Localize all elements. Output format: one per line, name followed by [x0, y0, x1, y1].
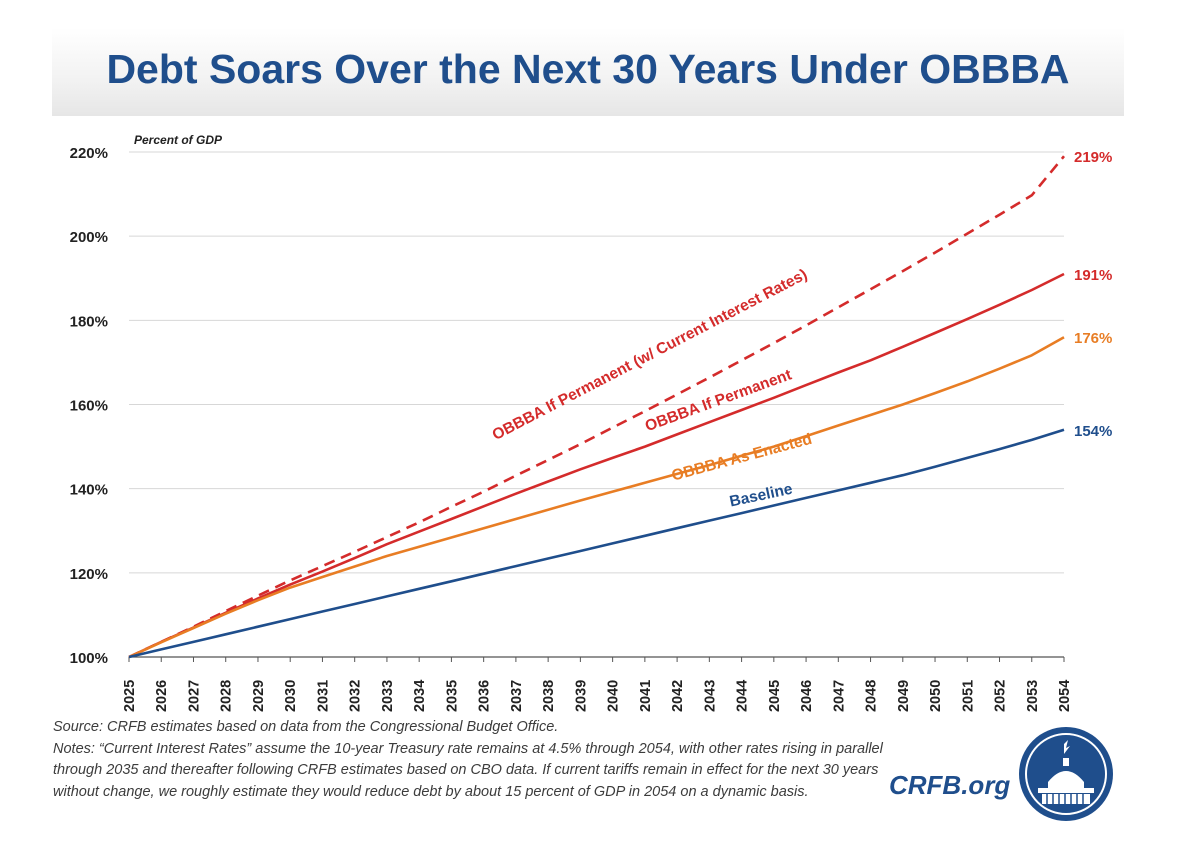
x-tick-label: 2047	[831, 680, 847, 712]
x-tick-label: 2042	[670, 680, 686, 712]
x-tick-label: 2051	[960, 680, 976, 712]
x-tick-label: 2026	[154, 680, 170, 712]
x-tick-label: 2052	[993, 680, 1009, 712]
x-tick-label: 2048	[864, 680, 880, 712]
x-tick-label: 2040	[606, 680, 622, 712]
x-tick-label: 2033	[380, 680, 396, 712]
x-tick-label: 2054	[1057, 680, 1073, 712]
x-tick-label: 2043	[702, 680, 718, 712]
title-band: Debt Soars Over the Next 30 Years Under …	[52, 28, 1124, 116]
crfb-brand-link[interactable]: CRFB.org	[889, 770, 1011, 800]
y-tick-label: 120%	[70, 566, 108, 583]
x-tick-label: 2028	[219, 680, 235, 712]
x-tick-label: 2036	[477, 680, 493, 712]
x-tick-label: 2034	[412, 680, 428, 712]
x-tick-label: 2035	[444, 680, 460, 712]
series-name-label: Baseline	[728, 481, 794, 511]
chart-title: Debt Soars Over the Next 30 Years Under …	[106, 46, 1070, 92]
x-tick-label: 2038	[541, 680, 557, 712]
y-tick-label: 200%	[70, 229, 108, 246]
y-tick-label: 100%	[70, 650, 108, 667]
x-tick-label: 2041	[638, 680, 654, 712]
x-tick-label: 2045	[767, 680, 783, 712]
y-tick-label: 180%	[70, 313, 108, 330]
series-line-2	[128, 336, 1065, 659]
x-tick-label: 2049	[896, 680, 912, 712]
y-tick-label: 160%	[70, 398, 108, 415]
end-value-label: 176%	[1074, 330, 1112, 347]
x-tick-label: 2046	[799, 680, 815, 712]
x-tick-label: 2032	[348, 680, 364, 712]
x-tick-label: 2030	[283, 680, 299, 712]
methodology-note: Notes: “Current Interest Rates” assume t…	[53, 740, 883, 800]
y-tick-label: 140%	[70, 482, 108, 499]
chart-notes: Source: CRFB estimates based on data fro…	[53, 717, 883, 803]
x-tick-label: 2039	[573, 680, 589, 712]
x-tick-label: 2029	[251, 680, 267, 712]
x-tick-label: 2027	[186, 680, 202, 712]
x-tick-label: 2025	[122, 680, 138, 712]
capitol-seal-icon	[1016, 724, 1116, 824]
y-tick-label: 220%	[70, 145, 108, 162]
x-tick-label: 2053	[1025, 680, 1041, 712]
series-line-1	[128, 272, 1065, 659]
end-value-label: 219%	[1074, 149, 1112, 166]
source-note: Source: CRFB estimates based on data fro…	[53, 719, 559, 735]
x-tick-label: 2044	[735, 680, 751, 712]
series-line-3	[128, 428, 1065, 659]
x-tick-label: 2050	[928, 680, 944, 712]
x-tick-label: 2031	[315, 680, 331, 712]
x-tick-label: 2037	[509, 680, 525, 712]
series-line-0	[128, 155, 1066, 659]
y-axis-label: Percent of GDP	[134, 133, 223, 147]
series-name-label: OBBBA As Enacted	[670, 431, 814, 485]
end-value-label: 154%	[1074, 423, 1112, 440]
end-value-label: 191%	[1074, 267, 1112, 284]
